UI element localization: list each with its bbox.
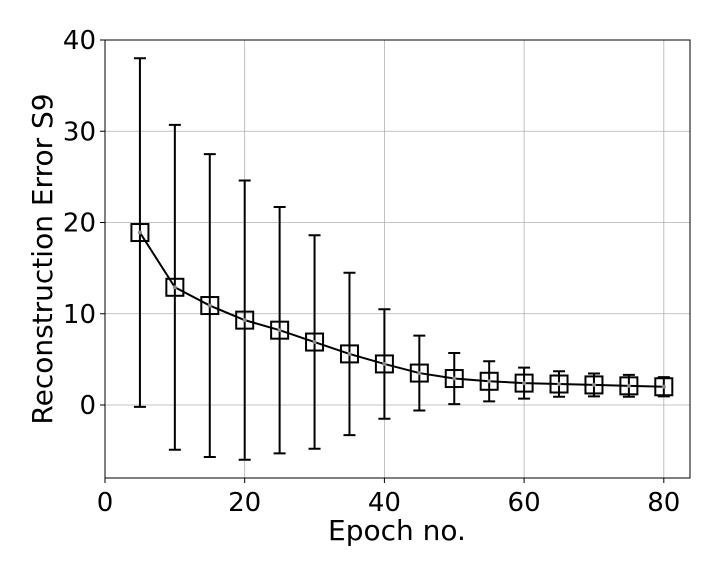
marker-dot [382,361,387,366]
line [139,232,664,388]
marker [165,277,185,297]
marker [584,375,604,395]
y-tick-label: 30 [63,117,96,147]
marker-dot [312,340,317,345]
marker-dot [207,303,212,308]
marker-dot [626,383,631,388]
marker [305,332,325,352]
marker [130,223,150,243]
marker-dot [661,384,666,389]
y-axis-label: Reconstruction Error S9 [26,93,59,424]
y-tick-label: 10 [63,300,96,330]
x-axis-label: Epoch no. [328,514,466,547]
marker-dot [137,230,142,235]
marker-dot [242,318,247,323]
plot-frame [104,39,691,479]
marker [270,320,290,340]
marker [549,374,569,394]
x-tick-label: 80 [647,488,680,518]
marker [409,363,429,383]
marker [514,373,534,393]
marker-dot [452,376,457,381]
marker-dot [557,382,562,387]
marker-dot [417,371,422,376]
marker-dot [522,381,527,386]
y-tick-label: 20 [63,209,96,239]
marker [444,369,464,389]
y-tick-label: 40 [63,26,96,56]
marker [235,310,255,330]
marker [479,371,499,391]
y-tick-label: 0 [79,391,96,421]
marker-dot [347,351,352,356]
marker [200,296,220,316]
marker-dot [277,328,282,333]
marker [374,354,394,374]
x-tick-label: 40 [368,488,401,518]
x-tick-label: 60 [508,488,541,518]
x-tick-label: 0 [97,488,114,518]
x-tick-label: 20 [228,488,261,518]
marker [654,377,674,397]
marker [619,376,639,396]
marker-dot [172,285,177,290]
marker-dot [591,382,596,387]
marker [339,344,359,364]
marker-dot [487,379,492,384]
